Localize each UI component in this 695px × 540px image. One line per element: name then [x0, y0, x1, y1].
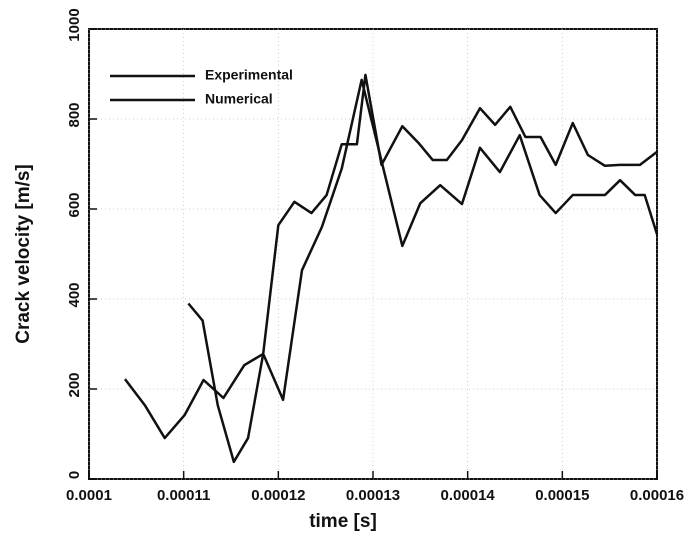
- x-axis-label: time [s]: [309, 511, 377, 532]
- y-tick-label: 400: [66, 282, 83, 307]
- x-tick-label: 0.00016: [630, 487, 684, 504]
- x-tick-label: 0.00013: [346, 487, 400, 504]
- x-tick-label: 0.00011: [157, 487, 210, 504]
- y-tick-label: 0: [66, 471, 83, 479]
- y-tick-label: 800: [66, 102, 83, 127]
- legend-label: Experimental: [205, 67, 293, 83]
- series-line: [187, 73, 658, 464]
- x-tick-label: 0.00015: [535, 487, 589, 504]
- x-tick-label: 0.0001: [66, 487, 112, 504]
- x-tick-label: 0.00012: [251, 487, 305, 504]
- y-tick-label: 200: [66, 372, 83, 397]
- y-tick-label: 600: [66, 192, 83, 217]
- series-line: [123, 78, 659, 440]
- y-tick-label: 1000: [66, 8, 83, 41]
- legend-label: Numerical: [205, 91, 273, 107]
- x-tick-label: 0.00014: [441, 487, 496, 504]
- y-axis-label: Crack velocity [m/s]: [13, 164, 34, 344]
